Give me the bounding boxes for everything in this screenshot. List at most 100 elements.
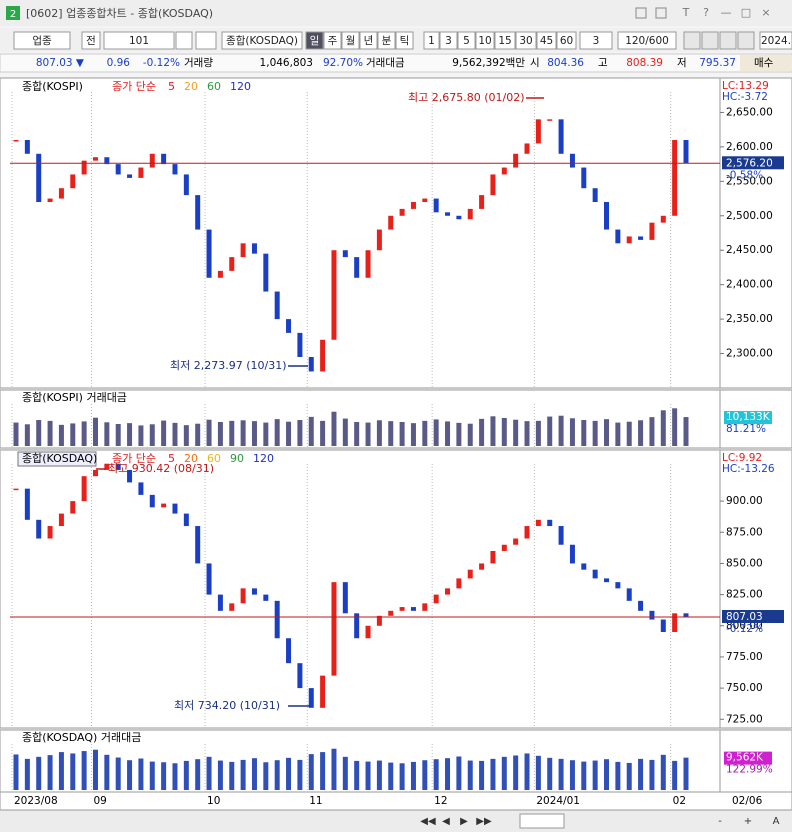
toolbar-label[interactable]: 3 <box>593 35 600 47</box>
toolbar-label[interactable]: 분 <box>382 35 392 47</box>
volume-bar <box>149 761 155 790</box>
volume-bar <box>342 756 348 790</box>
toolbar-button[interactable] <box>305 31 324 50</box>
window-control[interactable]: × <box>761 6 770 19</box>
window-control[interactable]: ? <box>703 6 709 19</box>
toolbar-button[interactable] <box>103 31 175 50</box>
toolbar-button[interactable] <box>617 31 677 50</box>
legend-title: 종합(KOSDAQ) <box>22 452 97 465</box>
candle <box>604 578 610 583</box>
quote-item: 거래대금 <box>366 57 405 69</box>
candle <box>183 174 189 196</box>
toolbar-label[interactable]: 주 <box>328 35 338 47</box>
scroll-control[interactable]: ◀ <box>442 816 450 827</box>
tool-icon[interactable] <box>701 31 719 50</box>
scroll-control[interactable]: ▶▶ <box>476 816 492 827</box>
toolbar-button[interactable] <box>221 31 303 50</box>
volume-bar <box>195 759 201 790</box>
toolbar-button[interactable] <box>579 31 613 50</box>
candle <box>206 229 212 278</box>
sound-button[interactable] <box>195 31 217 50</box>
scroll-control[interactable]: + <box>744 816 752 827</box>
high-note: 최고 2,675.80 (01/02) <box>408 91 525 104</box>
toolbar-button[interactable] <box>323 31 342 50</box>
volume-ratio: 81.21% <box>726 423 766 435</box>
candle <box>558 526 564 545</box>
current-price-box <box>722 156 784 170</box>
toolbar-label[interactable]: 60 <box>560 35 573 47</box>
candle <box>149 494 155 508</box>
toolbar-label[interactable]: 15 <box>498 35 511 47</box>
toolbar-button[interactable] <box>475 31 495 50</box>
toolbar-label[interactable]: 45 <box>540 35 553 47</box>
search-button[interactable] <box>175 31 193 50</box>
scroll-control[interactable]: ◀◀ <box>420 816 436 827</box>
toolbar-button[interactable] <box>515 31 537 50</box>
volume-bar <box>365 422 371 446</box>
icon[interactable] <box>635 7 647 19</box>
toolbar-button[interactable] <box>81 31 101 50</box>
toolbar-button[interactable] <box>13 31 71 50</box>
toolbar-label[interactable]: 전 <box>86 35 96 47</box>
volume-bar <box>115 757 121 790</box>
toolbar-label[interactable]: 업종 <box>32 34 52 47</box>
toolbar-button[interactable] <box>341 31 360 50</box>
volume-bar <box>376 760 382 790</box>
toolbar-label[interactable]: 1 <box>428 35 435 47</box>
volume-bar <box>604 759 610 790</box>
toolbar-label[interactable]: 10 <box>478 35 491 47</box>
toolbar-button[interactable] <box>359 31 378 50</box>
icon[interactable] <box>655 7 667 19</box>
candle <box>104 157 110 165</box>
volume-bar <box>501 756 507 790</box>
volume-bar <box>547 416 553 446</box>
toolbar-label[interactable]: 종합(KOSDAQ) <box>226 35 298 47</box>
legend-label: 종가 단순 <box>112 80 156 93</box>
y-tick-label: 2,400.00 <box>726 279 773 291</box>
window-title: [0602] 업종종합차트 - 종합(KOSDAQ) <box>26 7 213 20</box>
toolbar-button[interactable] <box>395 31 414 50</box>
toolbar-button[interactable] <box>423 31 440 50</box>
volume-bar <box>399 422 405 446</box>
scroll-control[interactable]: A <box>773 816 780 827</box>
window-control[interactable]: T <box>682 6 690 19</box>
scroll-control[interactable]: ▶ <box>460 816 468 827</box>
toolbar-button[interactable] <box>457 31 476 50</box>
tool-icon[interactable] <box>737 31 755 50</box>
toolbar-button[interactable] <box>494 31 516 50</box>
volume-last-box <box>724 751 772 765</box>
toolbar-button[interactable] <box>439 31 458 50</box>
tool-icon[interactable] <box>683 31 701 50</box>
toolbar-label[interactable]: 틱 <box>400 35 410 47</box>
volume-bar <box>104 754 110 790</box>
tool-icon[interactable] <box>719 31 737 50</box>
volume-bar <box>672 760 678 790</box>
toolbar-button[interactable] <box>536 31 557 50</box>
window-number-bg <box>6 6 20 20</box>
toolbar-label[interactable]: 120/600 <box>625 35 669 47</box>
change-rate: -0.58% <box>726 169 763 181</box>
toolbar-label[interactable]: 2024. <box>761 35 791 47</box>
zoom-slider[interactable] <box>519 813 565 829</box>
toolbar-label[interactable]: 101 <box>129 35 149 47</box>
window-control[interactable]: — <box>721 6 732 19</box>
candle <box>161 503 167 508</box>
candle <box>445 588 451 595</box>
toolbar-button[interactable] <box>759 31 792 50</box>
toolbar-label[interactable]: 30 <box>519 35 532 47</box>
toolbar-label[interactable]: 5 <box>463 35 470 47</box>
window-control[interactable]: □ <box>741 6 751 19</box>
candle <box>81 160 87 175</box>
toolbar-button[interactable] <box>377 31 396 50</box>
candle <box>195 195 201 230</box>
toolbar-label[interactable]: 년 <box>364 35 374 47</box>
quote-item: 매수 <box>754 57 774 69</box>
volume-bar <box>240 420 246 446</box>
toolbar-label[interactable]: 3 <box>445 35 452 47</box>
buy-button-bg[interactable] <box>740 55 792 71</box>
toolbar-label[interactable]: 월 <box>346 35 356 47</box>
scroll-control[interactable]: - <box>718 816 722 827</box>
toolbar-label[interactable]: 일 <box>310 34 320 47</box>
toolbar-button[interactable] <box>556 31 577 50</box>
